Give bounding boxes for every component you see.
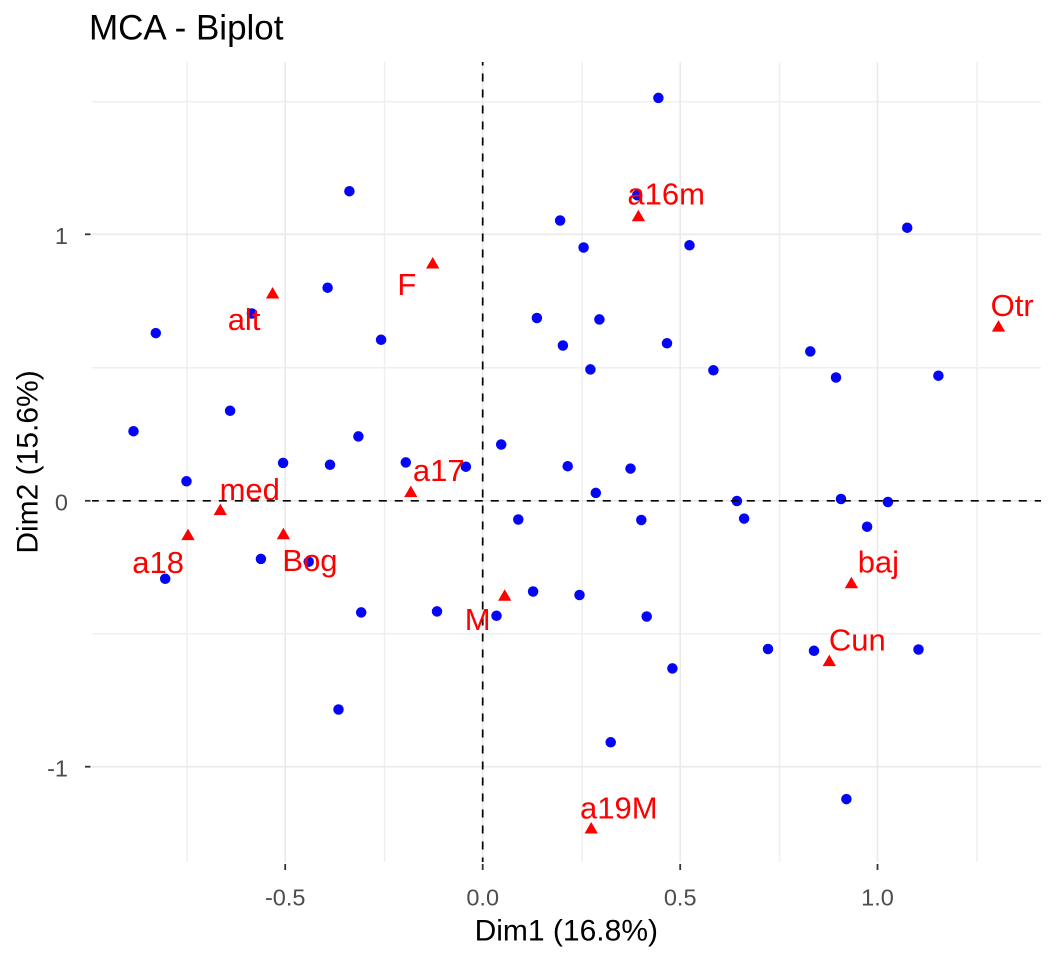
svg-text:0.5: 0.5 [664, 885, 697, 911]
svg-text:1: 1 [55, 223, 68, 249]
svg-text:0.0: 0.0 [466, 885, 499, 911]
svg-text:alt: alt [228, 302, 261, 337]
svg-text:Dim1 (16.8%): Dim1 (16.8%) [475, 915, 658, 948]
svg-text:Cun: Cun [829, 623, 886, 658]
svg-text:-1: -1 [47, 755, 68, 781]
svg-text:a18: a18 [132, 545, 184, 580]
svg-text:med: med [220, 472, 280, 507]
svg-text:baj: baj [858, 545, 899, 580]
svg-text:a17: a17 [413, 453, 465, 488]
svg-text:Dim2 (15.6%): Dim2 (15.6%) [12, 370, 45, 553]
svg-text:-0.5: -0.5 [265, 885, 306, 911]
svg-text:1.0: 1.0 [861, 885, 894, 911]
svg-text:MCA - Biplot: MCA - Biplot [89, 9, 284, 48]
svg-text:M: M [465, 602, 491, 637]
svg-text:0: 0 [55, 490, 68, 516]
svg-text:Otr: Otr [991, 288, 1034, 323]
svg-text:Bog: Bog [282, 543, 337, 578]
svg-text:F: F [397, 267, 416, 302]
svg-text:a16m: a16m [627, 177, 705, 212]
svg-text:a19M: a19M [580, 790, 658, 825]
